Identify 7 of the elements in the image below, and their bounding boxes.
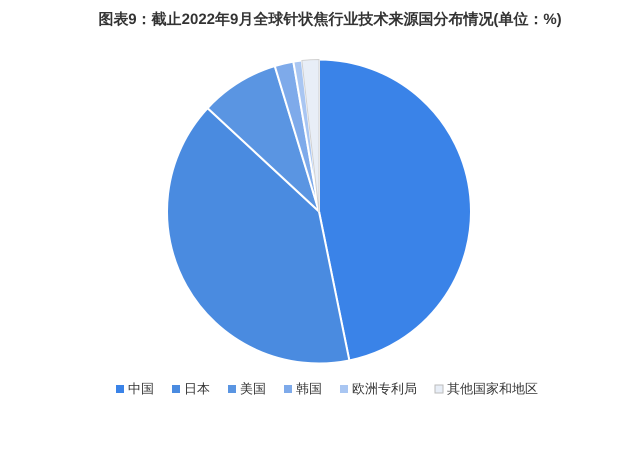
legend-label: 韩国 — [296, 381, 322, 396]
legend-label: 其他国家和地区 — [447, 381, 538, 396]
legend-label: 欧洲专利局 — [352, 381, 417, 396]
chart-title: 图表9：截止2022年9月全球针状焦行业技术来源国分布情况(单位：%) — [98, 11, 562, 28]
legend-label: 美国 — [240, 381, 266, 396]
legend-label: 日本 — [184, 381, 210, 396]
legend-label: 中国 — [128, 381, 154, 396]
